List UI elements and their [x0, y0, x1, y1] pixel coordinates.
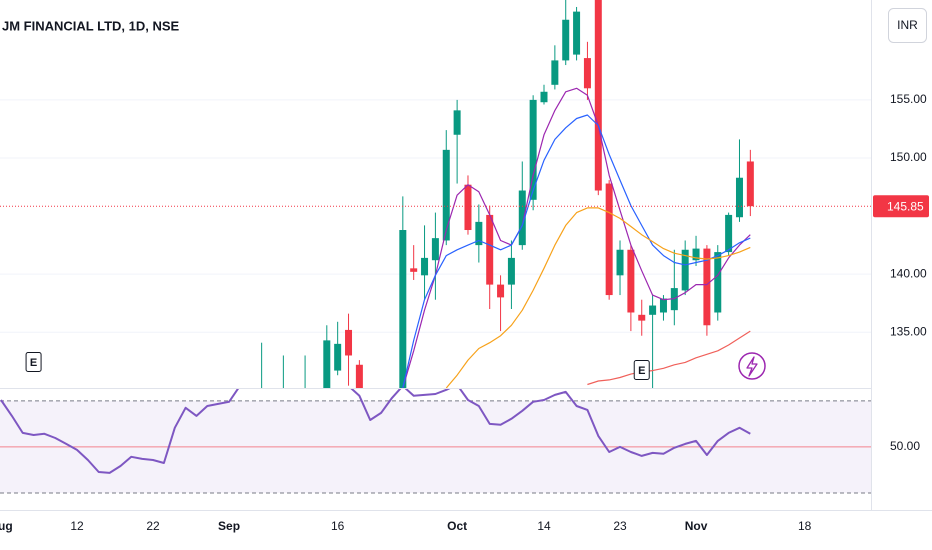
candle-body — [345, 329, 353, 356]
candle-body — [497, 284, 505, 298]
candle-body — [464, 184, 472, 231]
candle-body — [616, 249, 624, 276]
moving-average — [587, 330, 751, 386]
candle-body — [323, 340, 331, 388]
x-tick-label: 22 — [146, 519, 160, 533]
candle-body — [594, 0, 602, 191]
candle-body — [551, 60, 559, 85]
candle-body — [573, 11, 581, 55]
candle-body — [442, 149, 450, 241]
lightning-glyph — [746, 356, 758, 377]
candle-body — [681, 249, 689, 291]
chart-title: JM FINANCIAL LTD, 1D, NSE — [2, 18, 180, 33]
candle-body — [725, 214, 733, 253]
candle-body — [627, 249, 635, 313]
candle-body — [453, 110, 461, 135]
candle-body — [399, 230, 407, 388]
candle-body — [334, 343, 342, 371]
last-price-tag — [873, 195, 929, 218]
last-price-label: 145.85 — [887, 199, 924, 213]
candle-body — [410, 268, 418, 272]
candle-body — [583, 58, 591, 89]
candle-body — [518, 190, 526, 246]
alert-icon[interactable] — [738, 352, 766, 380]
y-tick-label: 50.00 — [890, 439, 920, 453]
x-tick-label: Nov — [685, 519, 708, 533]
x-tick-label: Aug — [0, 519, 13, 533]
candle-body — [714, 252, 722, 313]
y-tick-label: 140.00 — [890, 266, 927, 280]
event-marker — [633, 360, 650, 380]
moving-average — [445, 207, 751, 388]
event-label: E — [638, 365, 645, 377]
candle-body — [692, 248, 700, 261]
rsi-pane — [0, 389, 871, 494]
price-pane — [0, 0, 871, 388]
candle-body — [735, 177, 743, 218]
event-marker — [25, 352, 42, 372]
y-tick-label: 150.00 — [890, 150, 927, 164]
x-tick-label: 12 — [70, 519, 84, 533]
x-tick-label: 16 — [331, 519, 345, 533]
currency-button[interactable] — [888, 8, 927, 43]
x-tick-label: Oct — [447, 519, 467, 533]
x-tick-label: 23 — [613, 519, 627, 533]
candle-body — [562, 19, 570, 61]
moving-average — [402, 114, 751, 388]
title-bg — [0, 14, 166, 38]
event-label: E — [30, 357, 37, 369]
candle-body — [355, 364, 363, 388]
y-tick-label: 135.00 — [890, 324, 927, 338]
candle-body — [421, 257, 429, 276]
x-tick-label: Sep — [218, 519, 240, 533]
candle-body — [746, 161, 754, 207]
candle-body — [540, 91, 548, 103]
moving-average — [402, 87, 751, 388]
candle-body — [649, 305, 657, 315]
candle-body — [507, 257, 515, 285]
rsi-line — [0, 389, 751, 474]
y-tick-label: 155.00 — [890, 92, 927, 106]
candle-body — [486, 214, 494, 285]
candle-body — [638, 314, 646, 321]
candle-body — [475, 221, 483, 246]
candle-body — [529, 99, 537, 200]
overlay: JM FINANCIAL LTD, 1D, NSE INR E E — [0, 8, 927, 380]
candle-body — [431, 238, 439, 261]
x-tick-label: 14 — [537, 519, 551, 533]
candle-body — [605, 183, 613, 296]
candle-body — [703, 248, 711, 326]
x-tick-label: 18 — [798, 519, 812, 533]
candle-body — [659, 298, 667, 313]
currency-label: INR — [897, 18, 918, 32]
axes: 155.00 150.00 140.00 135.00 Aug 12 22 Sep 16 Oct 1… — [0, 92, 929, 533]
